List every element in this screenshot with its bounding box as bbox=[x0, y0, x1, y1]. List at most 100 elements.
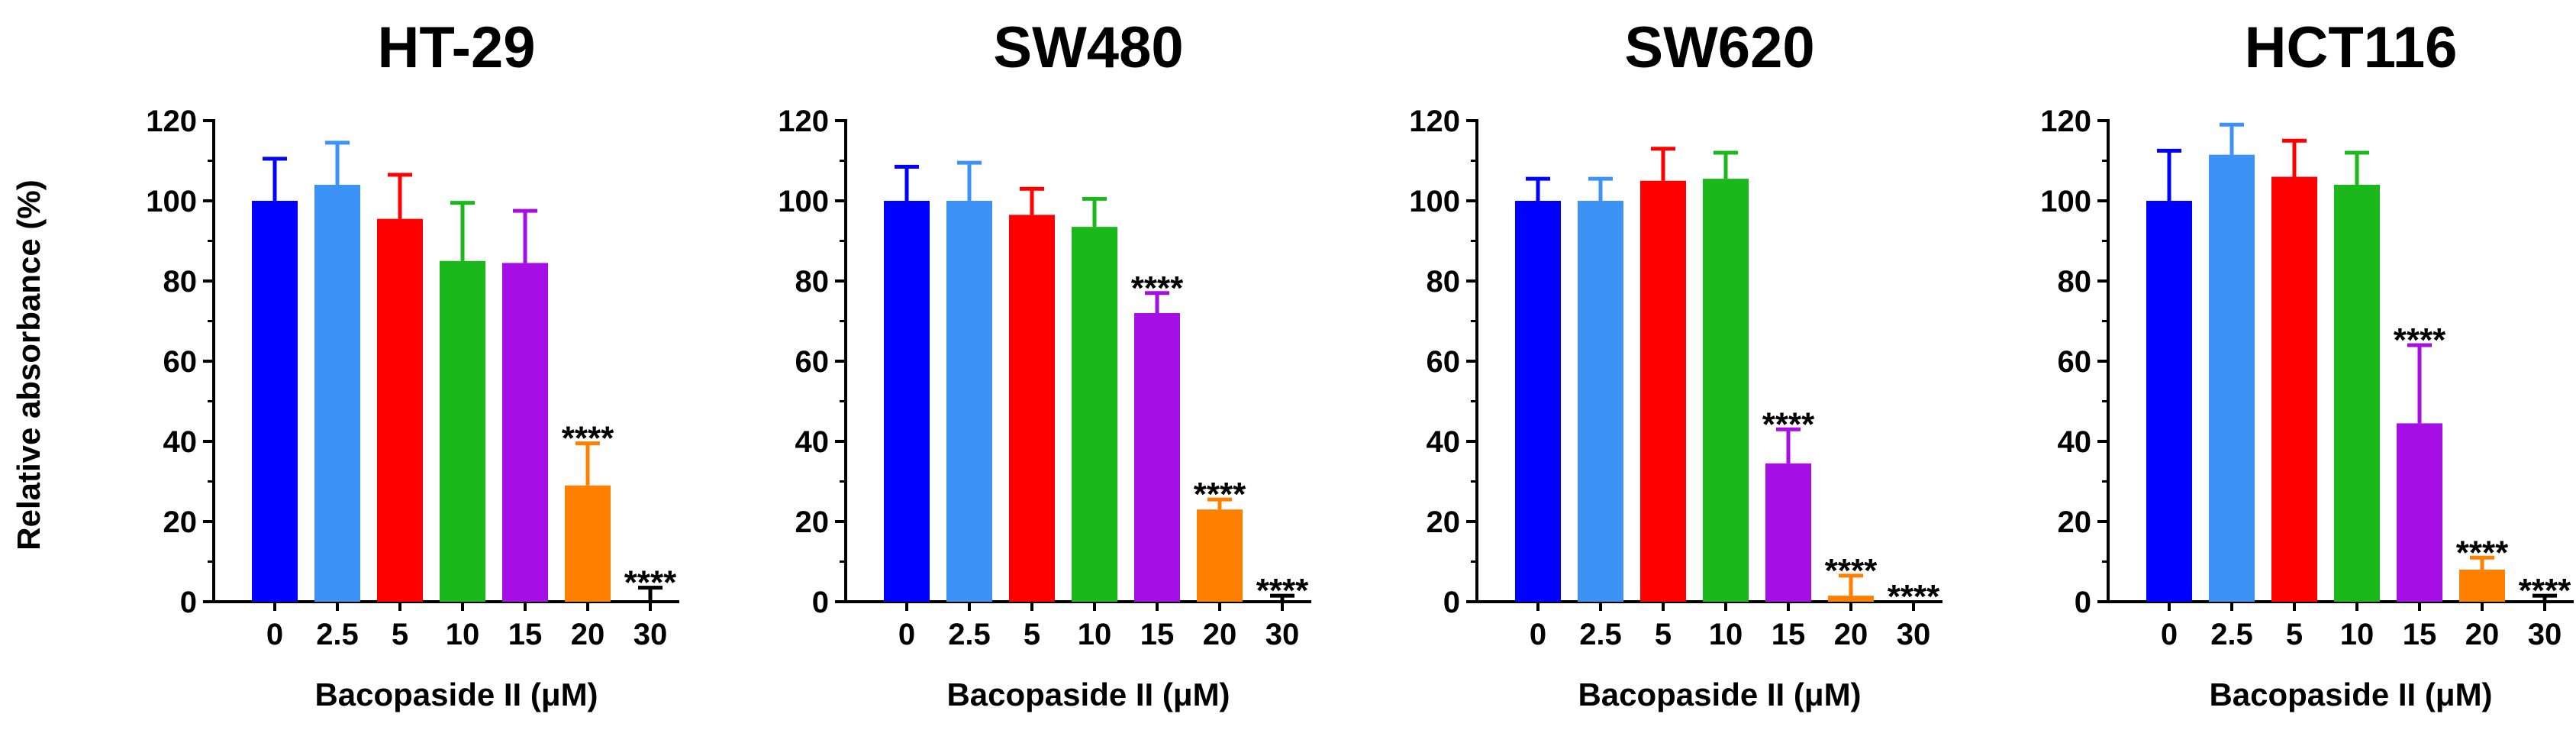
bar-20 bbox=[2459, 570, 2505, 602]
bar-0 bbox=[1515, 201, 1561, 602]
x-tick-label: 5 bbox=[392, 618, 408, 651]
significance-label: **** bbox=[1194, 476, 1246, 513]
significance-label: **** bbox=[1825, 552, 1878, 589]
y-tick-label: 60 bbox=[163, 345, 198, 379]
y-tick-label: 100 bbox=[2040, 185, 2091, 218]
x-tick-label: 20 bbox=[571, 618, 605, 651]
y-tick-label: 40 bbox=[795, 425, 830, 459]
bar-5 bbox=[1009, 215, 1055, 602]
significance-label: **** bbox=[1256, 572, 1309, 609]
x-tick-label: 0 bbox=[266, 618, 283, 651]
x-tick-label: 2.5 bbox=[1579, 618, 1622, 651]
y-tick-label: 120 bbox=[2040, 105, 2091, 138]
y-tick-label: 120 bbox=[1409, 105, 1460, 138]
y-tick-label: 40 bbox=[163, 425, 198, 459]
bar-2.5 bbox=[2209, 154, 2255, 602]
x-tick-label: 0 bbox=[2161, 618, 2178, 651]
x-tick-label: 30 bbox=[634, 618, 668, 651]
x-tick-label: 20 bbox=[1834, 618, 1868, 651]
significance-label: **** bbox=[2456, 534, 2509, 571]
x-tick-label: 0 bbox=[898, 618, 915, 651]
bar-15 bbox=[502, 263, 548, 602]
panel-title: HCT116 bbox=[2245, 15, 2458, 80]
bar-10 bbox=[1072, 227, 1117, 602]
bar-15 bbox=[1765, 463, 1811, 602]
y-tick-label: 80 bbox=[2058, 265, 2092, 299]
bar-20 bbox=[1828, 596, 1874, 602]
x-tick-label: 15 bbox=[508, 618, 543, 651]
bar-15 bbox=[2397, 423, 2442, 602]
chart-panel-4: HCT116 0 20 40 60 80 100 120 0 2.5 5 10 15 **** 20 ****… bbox=[2040, 15, 2574, 712]
bar-2.5 bbox=[314, 185, 360, 602]
x-tick-label: 5 bbox=[1655, 618, 1672, 651]
x-tick-label: 20 bbox=[1203, 618, 1237, 651]
chart-panel-1: HT-29 0 20 40 60 80 100 120 0 2.5 5 10 15 20 **** 30 ***… bbox=[146, 15, 679, 712]
y-tick-label: 0 bbox=[1443, 586, 1460, 619]
y-tick-label: 40 bbox=[1427, 425, 1461, 459]
panel-title: SW480 bbox=[993, 15, 1183, 80]
y-tick-label: 20 bbox=[795, 506, 830, 539]
bar-5 bbox=[377, 218, 423, 602]
x-tick-label: 20 bbox=[2465, 618, 2500, 651]
y-tick-label: 60 bbox=[1427, 345, 1461, 379]
y-tick-label: 20 bbox=[163, 506, 198, 539]
panel-title: SW620 bbox=[1624, 15, 1814, 80]
significance-label: **** bbox=[1131, 270, 1184, 307]
panel-title: HT-29 bbox=[378, 15, 536, 80]
chart-panel-2: SW480 0 20 40 60 80 100 120 0 2.5 5 10 15 **** 20 **** 3… bbox=[778, 15, 1311, 712]
x-tick-label: 10 bbox=[446, 618, 480, 651]
y-tick-label: 120 bbox=[146, 105, 197, 138]
bar-15 bbox=[1134, 313, 1180, 602]
x-axis-title: Bacopaside II (μM) bbox=[2209, 677, 2492, 712]
x-tick-label: 2.5 bbox=[948, 618, 991, 651]
y-tick-label: 0 bbox=[180, 586, 197, 619]
y-tick-label: 20 bbox=[1427, 506, 1461, 539]
x-tick-label: 2.5 bbox=[316, 618, 359, 651]
bar-0 bbox=[252, 201, 298, 602]
x-axis-title: Bacopaside II (μM) bbox=[946, 677, 1230, 712]
figure-y-axis-title: Relative absorbance (%) bbox=[11, 179, 47, 551]
x-axis-title: Bacopaside II (μM) bbox=[1578, 677, 1861, 712]
y-tick-label: 100 bbox=[146, 185, 197, 218]
y-tick-label: 120 bbox=[778, 105, 829, 138]
y-tick-label: 100 bbox=[1409, 185, 1460, 218]
y-tick-label: 20 bbox=[2058, 506, 2092, 539]
y-tick-label: 80 bbox=[163, 265, 198, 299]
y-tick-label: 100 bbox=[778, 185, 829, 218]
x-tick-label: 15 bbox=[1140, 618, 1175, 651]
x-tick-label: 5 bbox=[1024, 618, 1040, 651]
bar-10 bbox=[440, 260, 485, 602]
significance-label: **** bbox=[1762, 405, 1815, 443]
x-tick-label: 15 bbox=[1772, 618, 1806, 651]
bar-0 bbox=[2146, 201, 2192, 602]
significance-label: **** bbox=[2394, 321, 2446, 359]
figure-y-axis-title-group: Relative absorbance (%) bbox=[11, 179, 47, 551]
x-tick-label: 10 bbox=[2340, 618, 2374, 651]
x-tick-label: 30 bbox=[2528, 618, 2562, 651]
x-tick-label: 10 bbox=[1078, 618, 1112, 651]
y-tick-label: 0 bbox=[812, 586, 829, 619]
chart-panel-3: SW620 0 20 40 60 80 100 120 0 2.5 5 10 15 **** 20 **** 3… bbox=[1409, 15, 1942, 712]
bar-2.5 bbox=[1578, 201, 1623, 602]
y-tick-label: 80 bbox=[1427, 265, 1461, 299]
x-tick-label: 0 bbox=[1530, 618, 1546, 651]
x-axis-title: Bacopaside II (μM) bbox=[314, 677, 598, 712]
bar-5 bbox=[1640, 180, 1686, 602]
y-tick-label: 40 bbox=[2058, 425, 2092, 459]
y-tick-label: 0 bbox=[2075, 586, 2091, 619]
y-tick-label: 60 bbox=[2058, 345, 2092, 379]
bar-10 bbox=[1703, 179, 1749, 602]
significance-label: **** bbox=[624, 564, 677, 602]
x-tick-label: 30 bbox=[1265, 618, 1300, 651]
significance-label: **** bbox=[2519, 572, 2571, 609]
x-tick-label: 10 bbox=[1709, 618, 1743, 651]
y-tick-label: 60 bbox=[795, 345, 830, 379]
y-tick-label: 80 bbox=[795, 265, 830, 299]
x-tick-label: 30 bbox=[1897, 618, 1931, 651]
x-tick-label: 15 bbox=[2403, 618, 2437, 651]
bar-20 bbox=[565, 485, 611, 602]
x-tick-label: 2.5 bbox=[2210, 618, 2253, 651]
bar-0 bbox=[884, 201, 930, 602]
significance-label: **** bbox=[562, 420, 614, 457]
